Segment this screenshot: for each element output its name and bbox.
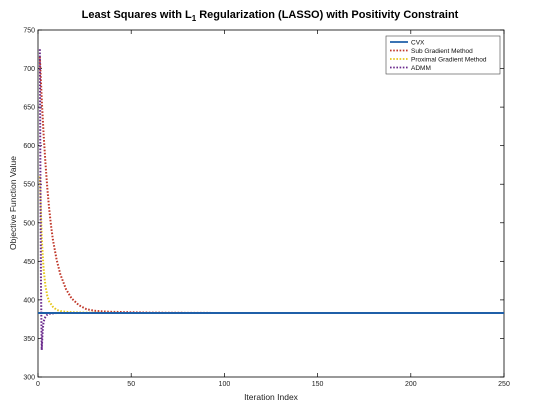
y-tick-label: 400 [23,297,35,304]
x-tick-label: 150 [312,381,324,388]
y-axis-label: Objective Function Value [8,156,18,250]
legend-label: CVX [411,39,425,46]
x-tick-label: 0 [36,381,40,388]
y-tick-label: 700 [23,66,35,73]
y-tick-label: 650 [23,105,35,112]
legend-label: ADMM [411,65,431,72]
plot-area [37,29,505,378]
y-tick-label: 750 [23,28,35,35]
y-tick-label: 350 [23,336,35,343]
series-line-sub-gradient-method [38,56,504,314]
x-axis-label: Iteration Index [244,392,299,402]
y-tick-label: 300 [23,375,35,382]
y-tick-label: 450 [23,259,35,266]
y-tick-label: 500 [23,220,35,227]
x-tick-label: 250 [498,381,510,388]
chart-title: Least Squares with L1 Regularization (LA… [82,9,459,23]
y-tick-label: 600 [23,143,35,150]
x-tick-label: 100 [219,381,231,388]
x-tick-label: 50 [127,381,135,388]
y-tick-label: 550 [23,182,35,189]
legend-label: Sub Gradient Method [411,48,473,55]
x-tick-label: 200 [405,381,417,388]
series-layer [38,49,504,351]
axis-ticks: 0 50 100 150 200 250 300 350 400 450 500 550 600 650 7… [23,28,510,389]
legend-label: Proximal Gradient Method [411,56,487,63]
